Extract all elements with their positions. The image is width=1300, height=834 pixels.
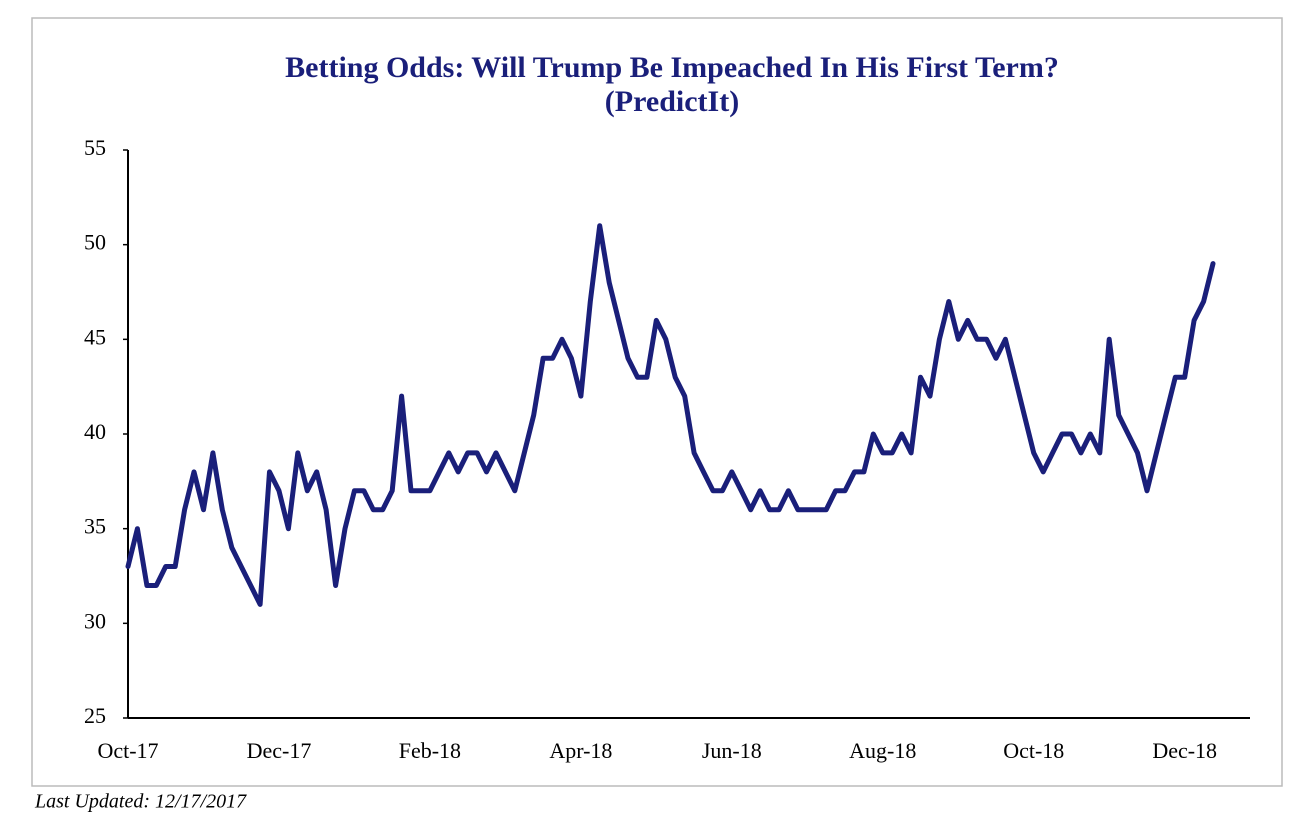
y-tick-label: 50 (84, 230, 106, 255)
x-tick-label: Apr-18 (549, 738, 612, 763)
y-tick-label: 55 (84, 135, 106, 160)
x-tick-label: Oct-17 (97, 738, 158, 763)
y-tick-label: 45 (84, 324, 106, 349)
x-tick-label: Dec-17 (247, 738, 312, 763)
x-tick-label: Feb-18 (399, 738, 461, 763)
x-tick-label: Aug-18 (849, 738, 916, 763)
y-tick-label: 40 (84, 419, 106, 444)
x-tick-label: Jun-18 (702, 738, 762, 763)
y-tick-label: 35 (84, 514, 106, 539)
chart-frame (31, 17, 1283, 787)
y-tick-label: 25 (84, 703, 106, 728)
footnote: Last Updated: 12/17/2017 (34, 791, 247, 813)
y-tick-label: 30 (84, 608, 106, 633)
chart-subtitle: (PredictIt) (605, 85, 739, 118)
x-tick-label: Dec-18 (1152, 738, 1217, 763)
line-series (125, 223, 1216, 607)
x-tick-label: Oct-18 (1003, 738, 1064, 763)
chart-title: Betting Odds: Will Trump Be Impeached In… (285, 51, 1059, 84)
